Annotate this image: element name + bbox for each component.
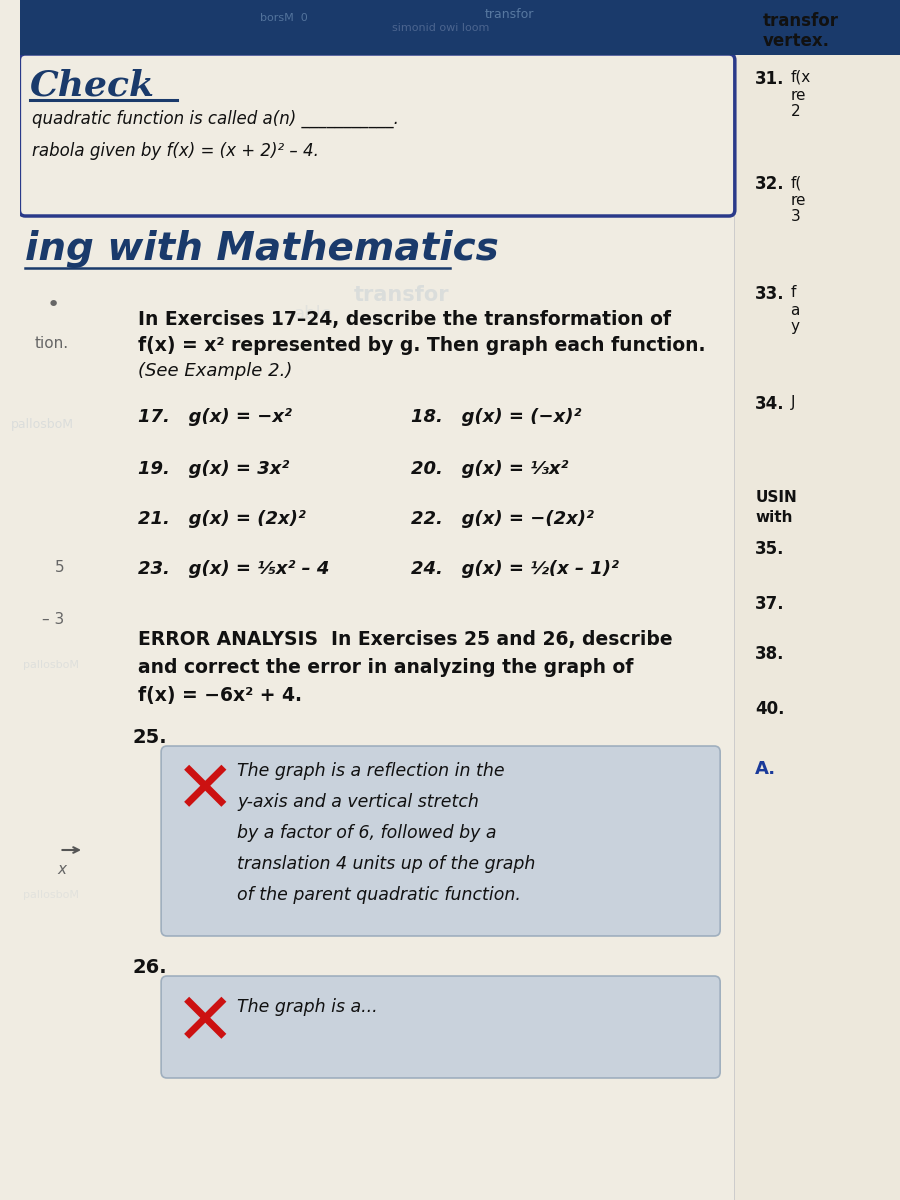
Text: 23.   g(x) = ⅕x² – 4: 23. g(x) = ⅕x² – 4 xyxy=(138,560,329,578)
Text: Check: Check xyxy=(30,68,155,102)
Text: f(x) = x² represented by g. Then graph each function.: f(x) = x² represented by g. Then graph e… xyxy=(138,336,706,355)
Text: quadratic function is called a(n) ___________.: quadratic function is called a(n) ______… xyxy=(32,110,399,128)
Text: 5: 5 xyxy=(55,560,65,575)
Text: 22.   g(x) = −(2x)²: 22. g(x) = −(2x)² xyxy=(411,510,594,528)
Text: rabola given by f(x) = (x + 2)² – 4.: rabola given by f(x) = (x + 2)² – 4. xyxy=(32,142,319,160)
FancyBboxPatch shape xyxy=(161,746,720,936)
Text: 19.   g(x) = 3x²: 19. g(x) = 3x² xyxy=(138,460,289,478)
Text: f(x) = −6x² + 4.: f(x) = −6x² + 4. xyxy=(138,686,302,704)
Text: 40.: 40. xyxy=(755,700,785,718)
Text: and correct the error in analyzing the graph of: and correct the error in analyzing the g… xyxy=(138,658,633,677)
Text: 3: 3 xyxy=(790,209,800,224)
Text: USIN: USIN xyxy=(755,490,797,505)
Text: NOITULOS: NOITULOS xyxy=(320,91,463,119)
Text: J: J xyxy=(790,395,795,410)
Text: ERROR ANALYSIS  In Exercises 25 and 26, describe: ERROR ANALYSIS In Exercises 25 and 26, d… xyxy=(138,630,672,649)
Text: 26.: 26. xyxy=(133,958,167,977)
Text: vertex.: vertex. xyxy=(763,32,830,50)
Text: pallosboM: pallosboM xyxy=(11,418,74,431)
Text: of the parent quadratic function.: of the parent quadratic function. xyxy=(238,886,521,904)
Text: 17.   g(x) = −x²: 17. g(x) = −x² xyxy=(138,408,292,426)
Text: able: able xyxy=(294,305,333,323)
Text: ing with Mathematics: ing with Mathematics xyxy=(25,230,499,268)
Text: pallosboM: pallosboM xyxy=(23,660,79,670)
Text: The graph is a...: The graph is a... xyxy=(238,998,378,1016)
Text: 37.: 37. xyxy=(755,595,785,613)
Text: 20.   g(x) = ⅓x²: 20. g(x) = ⅓x² xyxy=(411,460,569,478)
Text: re: re xyxy=(790,193,806,208)
Text: re: re xyxy=(790,88,806,103)
Text: y-axis and a vertical stretch: y-axis and a vertical stretch xyxy=(238,793,479,811)
Text: with: with xyxy=(755,510,793,526)
Text: – 3: – 3 xyxy=(42,612,65,626)
Text: ✕: ✕ xyxy=(175,990,235,1058)
Text: (See Example 2.): (See Example 2.) xyxy=(138,362,292,380)
Text: pallosboM: pallosboM xyxy=(23,890,79,900)
Text: 38.: 38. xyxy=(755,646,785,662)
Text: 32.: 32. xyxy=(755,175,785,193)
Text: 34.: 34. xyxy=(755,395,785,413)
Text: f(: f( xyxy=(790,175,802,190)
Text: ✕: ✕ xyxy=(175,758,235,827)
Text: borsM  0: borsM 0 xyxy=(260,13,308,23)
Text: 33.: 33. xyxy=(755,284,785,302)
Text: The graph is a reflection in the: The graph is a reflection in the xyxy=(238,762,505,780)
Text: f: f xyxy=(790,284,796,300)
Text: transfor: transfor xyxy=(763,12,839,30)
Text: simonid owi loom: simonid owi loom xyxy=(392,23,490,32)
Text: 25.: 25. xyxy=(133,728,167,746)
FancyBboxPatch shape xyxy=(20,54,734,216)
Text: 24.   g(x) = ½(x – 1)²: 24. g(x) = ½(x – 1)² xyxy=(411,560,619,578)
Bar xyxy=(21,0,900,55)
Text: In Exercises 17–24, describe the transformation of: In Exercises 17–24, describe the transfo… xyxy=(138,310,670,329)
Text: y: y xyxy=(790,319,799,334)
Text: 21.   g(x) = (2x)²: 21. g(x) = (2x)² xyxy=(138,510,305,528)
Text: quadratic function: quadratic function xyxy=(292,126,609,155)
Text: 2: 2 xyxy=(790,104,800,119)
Text: x: x xyxy=(58,862,67,877)
Text: tion.: tion. xyxy=(35,336,69,350)
Text: by a factor of 6, followed by a: by a factor of 6, followed by a xyxy=(238,824,497,842)
Text: transfor: transfor xyxy=(484,7,534,20)
Text: transfor: transfor xyxy=(354,284,449,305)
Text: A.: A. xyxy=(755,760,777,778)
Bar xyxy=(734,0,900,1200)
Text: translation 4 units up of the graph: translation 4 units up of the graph xyxy=(238,854,536,874)
Text: •: • xyxy=(46,295,59,314)
Text: 35.: 35. xyxy=(755,540,785,558)
Text: 18.   g(x) = (−x)²: 18. g(x) = (−x)² xyxy=(411,408,581,426)
Text: a: a xyxy=(790,302,800,318)
Text: f(x: f(x xyxy=(790,70,811,85)
Text: 31.: 31. xyxy=(755,70,785,88)
FancyBboxPatch shape xyxy=(161,976,720,1078)
